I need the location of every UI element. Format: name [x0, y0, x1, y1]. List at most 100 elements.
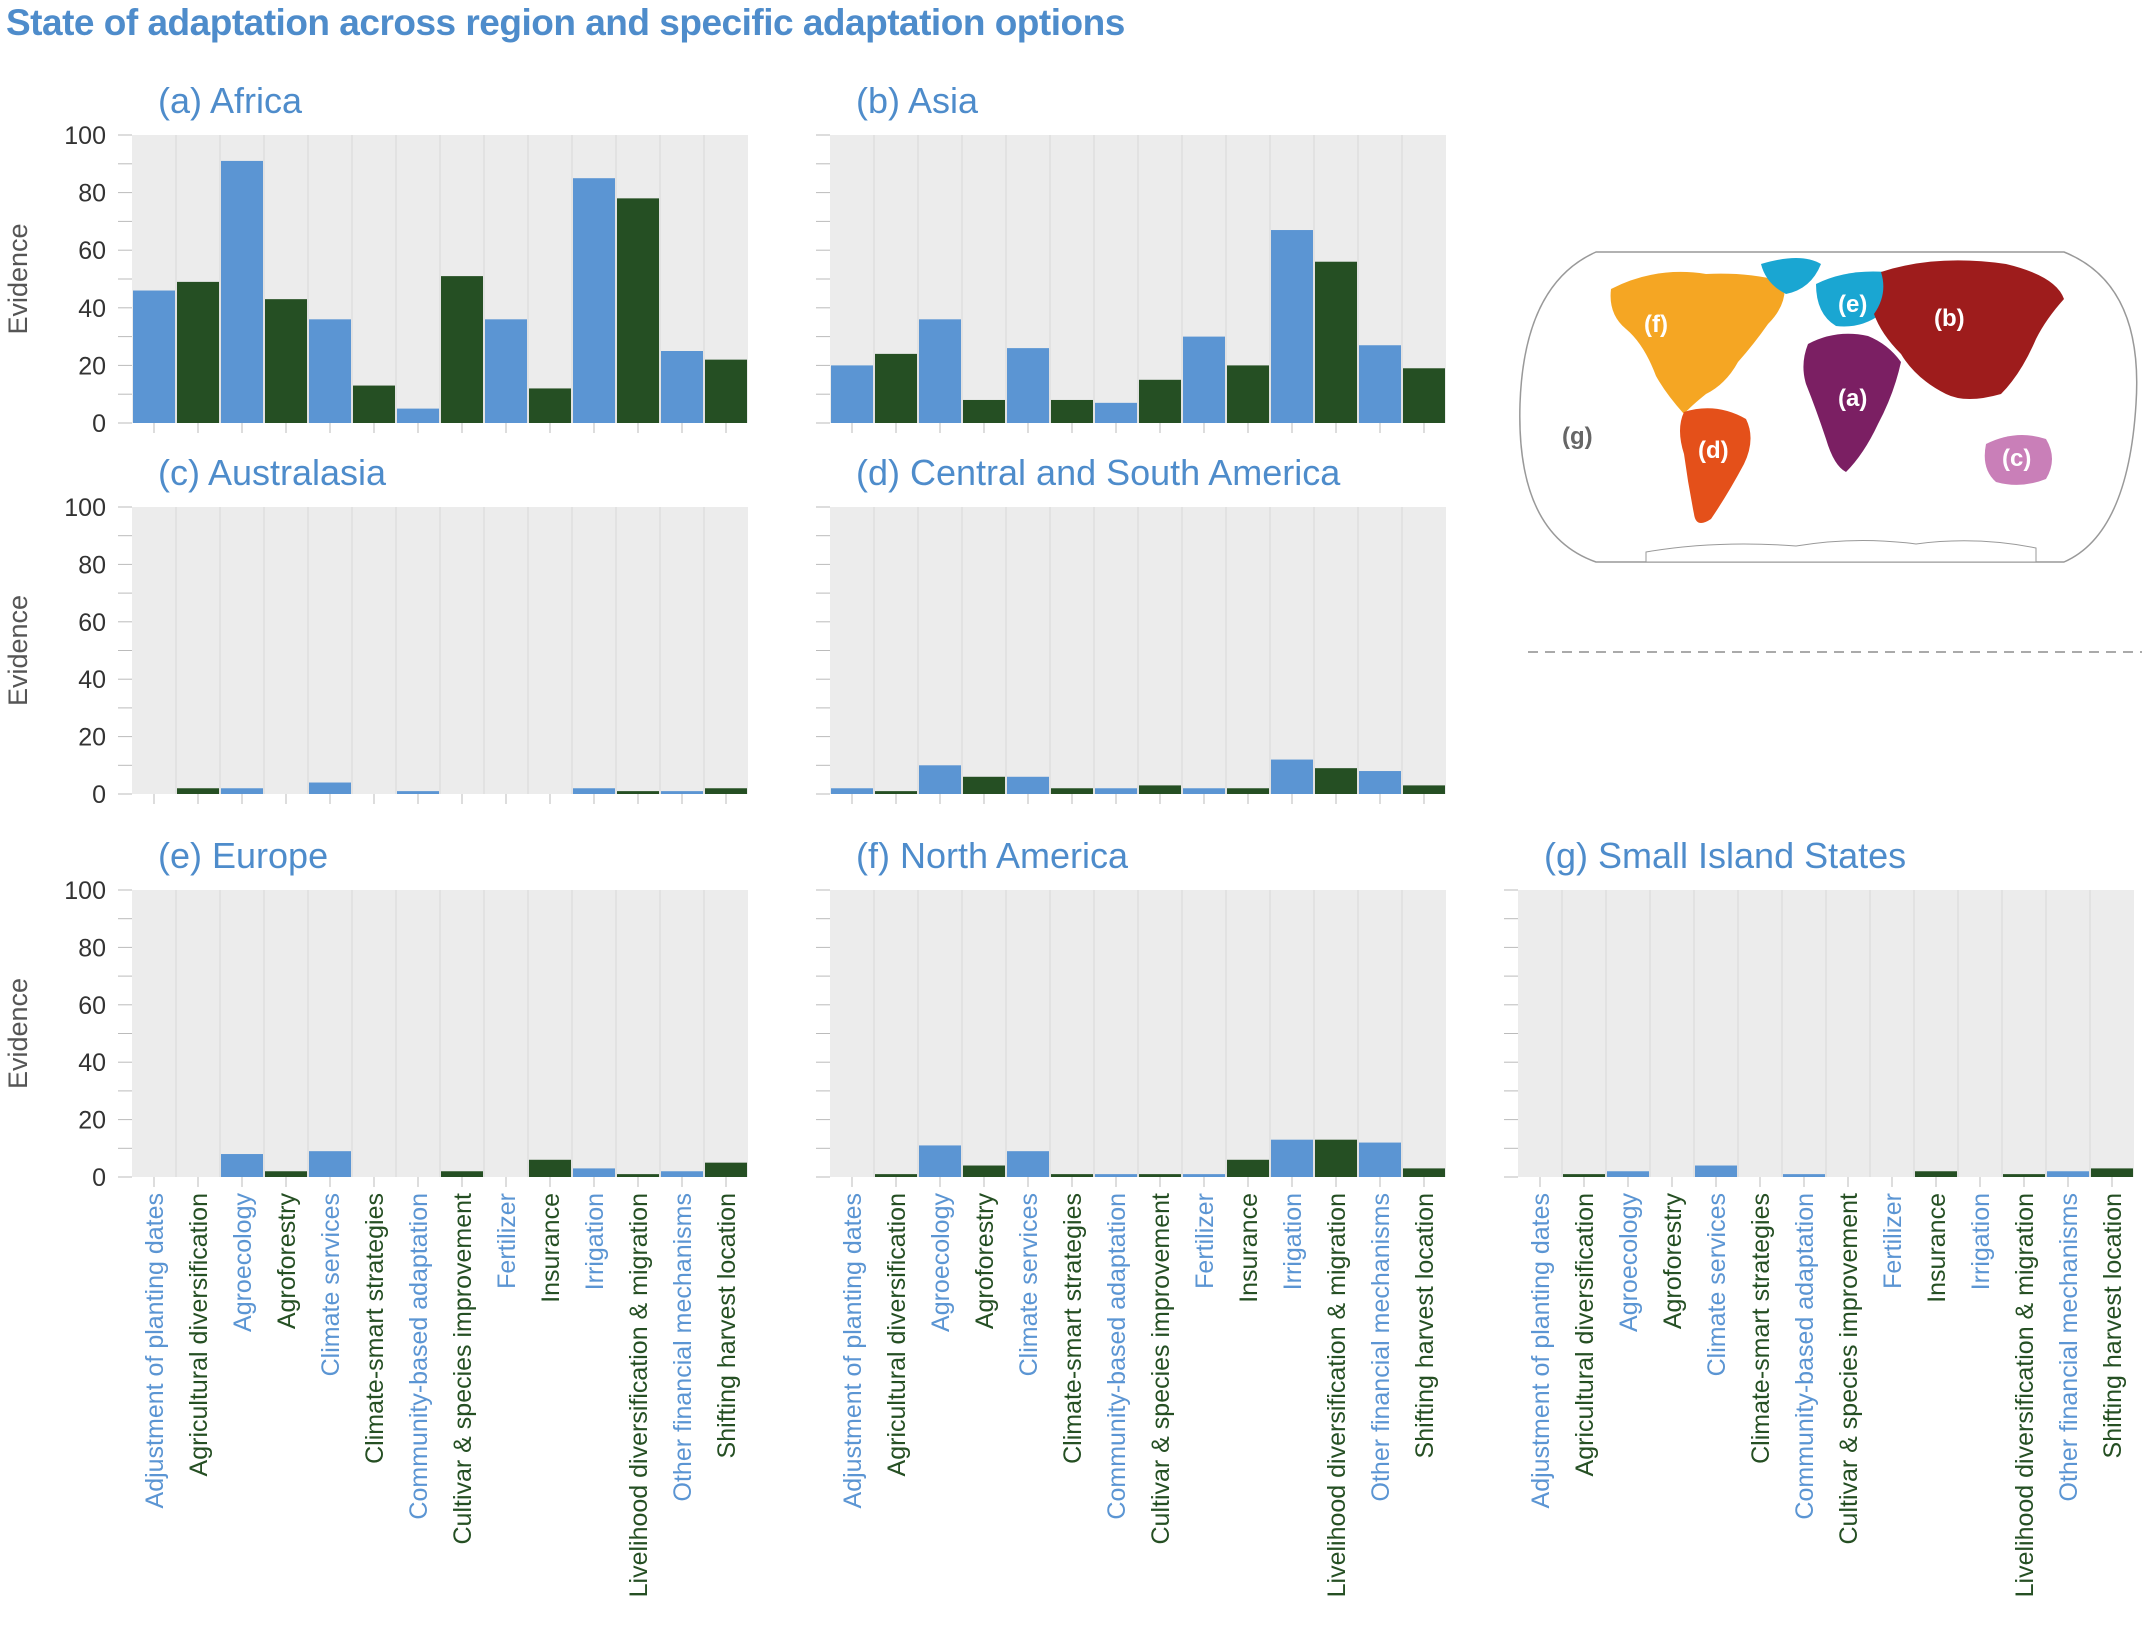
category-label: Adjustment of planting dates — [141, 1193, 169, 1508]
bar — [1359, 1142, 1401, 1177]
category-label: Climate-smart strategies — [361, 1193, 389, 1464]
bar — [1359, 771, 1401, 794]
category-label: Community-based adaptation — [1103, 1193, 1131, 1520]
bar — [265, 299, 307, 423]
category-label: Agroecology — [1615, 1193, 1643, 1332]
bar — [2091, 1168, 2133, 1177]
bar — [1915, 1171, 1957, 1177]
bar — [1095, 402, 1137, 423]
bar — [831, 788, 873, 794]
bar — [1315, 768, 1357, 794]
bar — [1051, 399, 1093, 423]
bar — [573, 1168, 615, 1177]
bar — [1139, 1174, 1181, 1177]
bar — [221, 788, 263, 794]
bar — [353, 385, 395, 423]
bar — [441, 276, 483, 423]
figure-title: State of adaptation across region and sp… — [6, 2, 1125, 43]
panel-2: (b) Asia — [816, 80, 1446, 433]
bar — [1183, 336, 1225, 423]
panel-title: (a) Africa — [158, 80, 303, 121]
bar — [661, 1171, 703, 1177]
bar — [963, 1165, 1005, 1177]
category-label: Insurance — [1235, 1193, 1263, 1303]
bar — [875, 353, 917, 423]
bar — [1271, 759, 1313, 794]
panel-title: (f) North America — [856, 835, 1129, 876]
category-label: Agricultural diversification — [185, 1193, 213, 1476]
bar — [485, 319, 527, 423]
bar — [963, 776, 1005, 794]
bar — [573, 788, 615, 794]
map-label-g: (g) — [1562, 423, 1593, 450]
region-f-greenland — [1761, 258, 1821, 294]
y-tick-label: 40 — [78, 295, 106, 323]
category-label: Agroecology — [927, 1193, 955, 1332]
category-label: Agroforestry — [1659, 1193, 1687, 1330]
category-label: Cultivar & species improvement — [449, 1193, 477, 1545]
bar — [1783, 1174, 1825, 1177]
bar — [441, 1171, 483, 1177]
map-label-e: (e) — [1838, 291, 1867, 318]
category-label: Insurance — [1923, 1193, 1951, 1303]
y-tick-label: 0 — [92, 781, 106, 809]
panel-1: 0 20 40 60 80 100 Evidence (a) Africa — [3, 80, 748, 438]
y-tick-label: 100 — [64, 122, 106, 150]
bar — [1607, 1171, 1649, 1177]
category-label: Community-based adaptation — [405, 1193, 433, 1520]
bar — [397, 408, 439, 423]
bar — [1695, 1165, 1737, 1177]
bar — [1403, 1168, 1445, 1177]
category-label: Climate-smart strategies — [1059, 1193, 1087, 1464]
y-axis-label: Evidence — [3, 978, 33, 1089]
category-label: Climate services — [317, 1193, 345, 1376]
category-label: Irrigation — [1967, 1193, 1995, 1290]
panel-3: 0 20 40 60 80 100 Evidence (c) Australasia — [3, 452, 748, 809]
bar — [1007, 1151, 1049, 1177]
panel-title: (g) Small Island States — [1544, 835, 1906, 876]
bar — [1227, 365, 1269, 423]
bar — [705, 1162, 747, 1177]
region-d-south-america — [1680, 408, 1751, 523]
region-b-asia — [1874, 260, 2064, 399]
category-label: Cultivar & species improvement — [1147, 1193, 1175, 1545]
category-label: Cultivar & species improvement — [1835, 1193, 1863, 1545]
bar — [2003, 1174, 2045, 1177]
bar — [1271, 230, 1313, 423]
bar — [529, 388, 571, 423]
bar — [1095, 1174, 1137, 1177]
bar — [177, 788, 219, 794]
bar — [1563, 1174, 1605, 1177]
map-label-f: (f) — [1644, 311, 1668, 338]
y-tick-label: 20 — [78, 724, 106, 752]
bar — [617, 1174, 659, 1177]
bar — [1007, 348, 1049, 423]
category-label: Agroecology — [229, 1193, 257, 1332]
category-label: Fertilizer — [493, 1193, 521, 1289]
map-label-d: (d) — [1698, 437, 1729, 464]
category-label: Shifting harvest location — [1411, 1193, 1439, 1458]
bar — [1359, 345, 1401, 423]
category-label: Livelihood diversification & migration — [1323, 1193, 1351, 1597]
bar — [661, 791, 703, 794]
bar — [1227, 1159, 1269, 1177]
panel-title: (c) Australasia — [158, 452, 387, 493]
y-tick-label: 100 — [64, 877, 106, 905]
bar — [1403, 785, 1445, 794]
panel-5: 0 20 40 60 80 100 Evidence (e) Europe Adjustment… — [3, 835, 748, 1597]
bar — [177, 281, 219, 423]
y-tick-label: 80 — [78, 180, 106, 208]
bar — [309, 319, 351, 423]
bar — [309, 1151, 351, 1177]
category-label: Other financial mechanisms — [1367, 1193, 1395, 1501]
y-tick-label: 0 — [92, 1164, 106, 1192]
category-label: Adjustment of planting dates — [1527, 1193, 1555, 1508]
y-tick-label: 80 — [78, 551, 106, 579]
bar — [875, 1174, 917, 1177]
category-label: Agroforestry — [971, 1193, 999, 1330]
region-e-europe — [1816, 271, 1890, 327]
category-label: Climate-smart strategies — [1747, 1193, 1775, 1464]
bar — [1183, 788, 1225, 794]
bar — [529, 1159, 571, 1177]
